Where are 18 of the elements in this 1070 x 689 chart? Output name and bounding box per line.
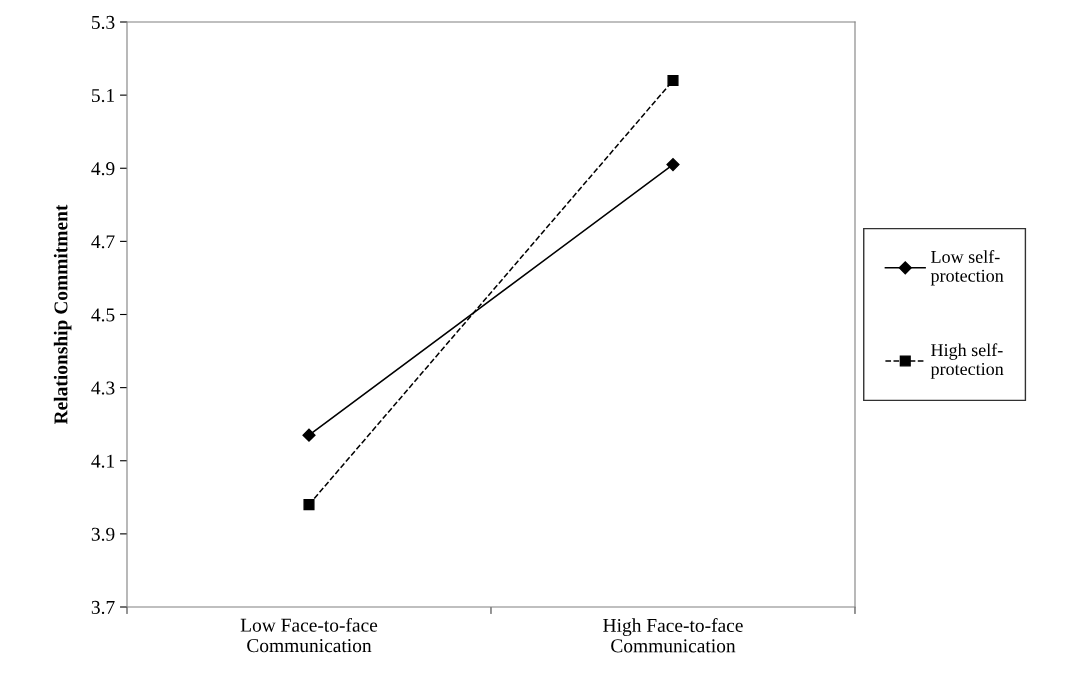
y-tick-label: 5.3 (92, 15, 115, 30)
point (302, 428, 316, 442)
y-tick-label: 4.3 (91, 381, 115, 395)
point (666, 158, 680, 172)
y-tick-label: 3.9 (91, 527, 115, 541)
y-tick-label: 5.1 (92, 89, 115, 103)
legend-label: Low self- protection (930, 250, 1004, 286)
y-tick-label: 4.5 (91, 308, 115, 322)
y-tick-label: 4.7 (91, 235, 115, 249)
y-axis-title: Relationship Commitment (53, 204, 72, 425)
x-tick-label: High Face-to-face Communication (603, 618, 743, 653)
y-tick-label: 4.9 (91, 162, 115, 176)
y-tick-label: 3.7 (91, 600, 115, 615)
point (303, 499, 315, 511)
point (667, 74, 679, 87)
legend-label: High self- protection (930, 343, 1004, 379)
y-tick-label: 4.1 (91, 454, 115, 468)
x-tick-label: Low Face-to-face Communication (240, 617, 378, 653)
